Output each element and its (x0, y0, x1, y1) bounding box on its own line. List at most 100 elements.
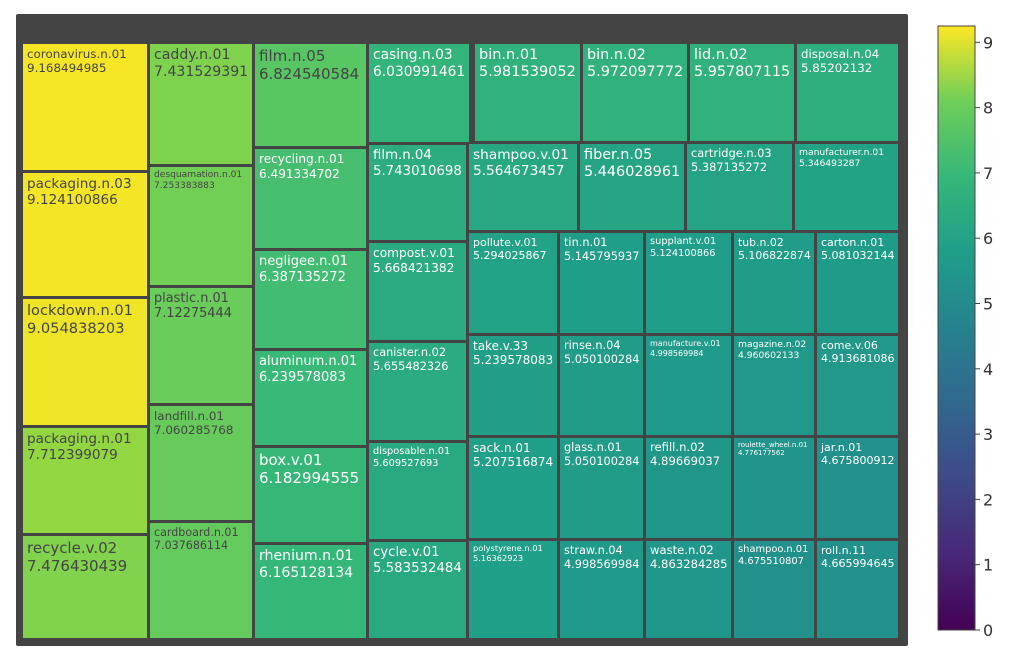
tile-name: jar.n.01 (821, 441, 863, 454)
tile-value: 9.168494985 (27, 61, 107, 76)
tile-label: refill.n.02 4.89669037 (650, 440, 720, 469)
tile-label: supplant.v.01 5.124100866 (650, 236, 716, 260)
treemap-tile[interactable]: shampoo.v.01 5.564673457 (469, 144, 577, 230)
tile-name: recycle.v.02 (27, 539, 118, 557)
treemap-tile[interactable]: tin.n.01 5.145795937 (560, 233, 643, 333)
tile-name: shampoo.n.01 (738, 544, 809, 555)
tile-name: waste.n.02 (650, 543, 714, 557)
treemap-tile[interactable]: disposal.n.04 5.85202132 (797, 44, 898, 141)
tile-label: roll.n.11 4.665994645 (821, 544, 894, 570)
treemap-tile[interactable]: cardboard.n.01 7.037686114 (150, 523, 252, 638)
tile-value: 5.050100284 (564, 352, 640, 366)
treemap-tile[interactable]: straw.n.04 4.998569984 (560, 541, 643, 638)
treemap-tile[interactable]: fiber.n.05 5.446028961 (580, 144, 684, 230)
tile-value: 6.030991461 (373, 63, 466, 80)
tile-name: disposal.n.04 (801, 47, 880, 61)
tile-name: rinse.n.04 (564, 339, 621, 352)
treemap-tile[interactable]: packaging.n.01 7.712399079 (23, 428, 147, 533)
treemap-tile[interactable]: pollute.v.01 5.294025867 (469, 233, 557, 333)
treemap-tile[interactable]: polystyrene.n.01 5.16362923 (469, 541, 557, 638)
tile-value: 5.981539052 (479, 64, 576, 81)
treemap-tile[interactable]: supplant.v.01 5.124100866 (646, 233, 731, 333)
tile-value: 5.294025867 (473, 249, 547, 263)
tile-label: box.v.01 6.182994555 (259, 451, 359, 487)
treemap-tile[interactable]: desquamation.n.01 7.253383883 (150, 167, 252, 285)
treemap-tile[interactable]: recycle.v.02 7.476430439 (23, 536, 147, 638)
tile-label: pollute.v.01 5.294025867 (473, 236, 546, 262)
tile-label: recycling.n.01 6.491334702 (259, 152, 344, 181)
treemap-tile[interactable]: lockdown.n.01 9.054838203 (23, 299, 147, 425)
treemap-tile[interactable]: negligee.n.01 6.387135272 (255, 251, 366, 348)
treemap-tile[interactable]: waste.n.02 4.863284285 (646, 541, 731, 638)
treemap-tile[interactable]: cycle.v.01 5.583532484 (369, 542, 466, 638)
tile-label: straw.n.04 4.998569984 (564, 544, 639, 571)
tile-name: fiber.n.05 (584, 147, 653, 163)
colorbar-tick-label: 4 (983, 360, 993, 379)
tile-label: tub.n.02 5.106822874 (738, 236, 811, 262)
colorbar-tick-label: 5 (983, 295, 993, 314)
treemap-tile[interactable]: landfill.n.01 7.060285768 (150, 406, 252, 520)
tile-label: polystyrene.n.01 5.16362923 (473, 543, 543, 564)
treemap-tile[interactable]: roll.n.11 4.665994645 (817, 541, 898, 638)
treemap-tile[interactable]: bin.n.01 5.981539052 (475, 44, 580, 141)
treemap-tile[interactable]: bin.n.02 5.972097772 (583, 44, 687, 141)
tile-label: manufacturer.n.01 5.346493287 (799, 147, 884, 169)
tile-label: lid.n.02 5.957807115 (694, 47, 790, 82)
treemap-tile[interactable]: sack.n.01 5.207516874 (469, 438, 557, 538)
treemap-tile[interactable]: caddy.n.01 7.431529391 (150, 44, 252, 164)
treemap-tile[interactable]: shampoo.n.01 4.675510807 (734, 541, 814, 638)
tile-name: casing.n.03 (373, 47, 453, 63)
treemap-tile[interactable]: magazine.n.02 4.960602133 (734, 336, 814, 435)
tile-label: bin.n.02 5.972097772 (587, 47, 683, 82)
tile-name: carton.n.01 (821, 236, 885, 249)
tile-value: 5.972097772 (587, 64, 684, 81)
tile-name: supplant.v.01 (650, 236, 717, 247)
treemap-tile[interactable]: coronavirus.n.01 9.168494985 (23, 44, 147, 170)
treemap-tile[interactable]: rhenium.n.01 6.165128134 (255, 545, 366, 638)
treemap-tile[interactable]: take.v.33 5.239578083 (469, 336, 557, 435)
treemap-tile[interactable]: packaging.n.03 9.124100866 (23, 173, 147, 296)
treemap-tile[interactable]: film.n.05 6.824540584 (255, 44, 366, 146)
tile-name: coronavirus.n.01 (27, 47, 127, 61)
treemap-tile[interactable]: canister.n.02 5.655482326 (369, 343, 466, 440)
treemap-tile[interactable]: disposable.n.01 5.609527693 (369, 443, 466, 539)
treemap-tile[interactable]: glass.n.01 5.050100284 (560, 438, 643, 538)
tile-label: shampoo.v.01 5.564673457 (473, 147, 569, 180)
treemap-tile[interactable]: lid.n.02 5.957807115 (690, 44, 794, 141)
treemap-tile[interactable]: manufacturer.n.01 5.346493287 (795, 144, 898, 230)
treemap-tile[interactable]: compost.v.01 5.668421382 (369, 243, 466, 340)
tile-name: box.v.01 (259, 451, 323, 469)
tile-name: sack.n.01 (473, 441, 531, 455)
treemap-tile[interactable]: manufacture.v.01 4.998569984 (646, 336, 731, 435)
treemap-tile[interactable]: film.n.04 5.743010698 (369, 145, 466, 240)
treemap-tile[interactable]: refill.n.02 4.89669037 (646, 438, 731, 538)
treemap-tile[interactable]: box.v.01 6.182994555 (255, 448, 366, 542)
colorbar-tick-label: 2 (983, 490, 993, 509)
tile-name: plastic.n.01 (154, 291, 229, 306)
treemap-tile[interactable]: carton.n.01 5.081032144 (817, 233, 898, 333)
treemap-tile[interactable]: cartridge.n.03 5.387135272 (687, 144, 792, 230)
treemap-tile[interactable]: come.v.06 4.913681086 (817, 336, 898, 435)
treemap-tile[interactable]: tub.n.02 5.106822874 (734, 233, 814, 333)
tile-value: 6.387135272 (259, 269, 346, 285)
tile-label: sack.n.01 5.207516874 (473, 441, 553, 470)
tile-name: straw.n.04 (564, 544, 623, 557)
treemap-tile[interactable]: recycling.n.01 6.491334702 (255, 149, 366, 248)
tile-name: magazine.n.02 (738, 339, 807, 350)
treemap-tile[interactable]: aluminum.n.01 6.239578083 (255, 351, 366, 445)
tile-name: film.n.04 (373, 148, 432, 163)
tile-value: 5.124100866 (650, 247, 716, 259)
treemap-tile[interactable]: jar.n.01 4.675800912 (817, 438, 898, 538)
colorbar-tick-label: 6 (983, 229, 993, 248)
tile-label: cartridge.n.03 5.387135272 (691, 146, 772, 174)
tile-label: packaging.n.03 9.124100866 (27, 176, 132, 209)
treemap-tile[interactable]: casing.n.03 6.030991461 (369, 44, 469, 142)
tile-value: 7.037686114 (154, 539, 229, 553)
treemap-tile[interactable]: roulette_wheel.n.01 4.776177562 (734, 438, 814, 538)
treemap-tile[interactable]: rinse.n.04 5.050100284 (560, 336, 643, 435)
treemap-tile[interactable]: plastic.n.01 7.12275444 (150, 288, 252, 403)
tile-name: packaging.n.03 (27, 176, 132, 192)
tile-name: pollute.v.01 (473, 236, 538, 249)
tile-name: caddy.n.01 (154, 47, 231, 63)
tile-value: 5.564673457 (473, 163, 565, 180)
